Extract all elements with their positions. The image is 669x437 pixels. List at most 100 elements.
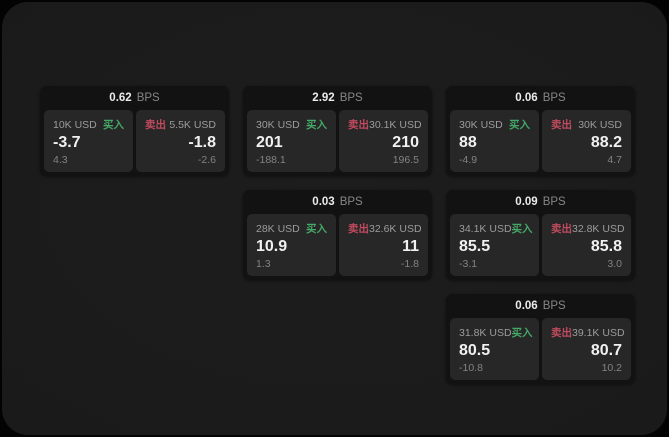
sell-panel[interactable]: 卖出 5.5K USD -1.8 -2.6 bbox=[136, 110, 225, 172]
quote-card[interactable]: 0.03 BPS 28K USD 买入 10.9 1.3 卖出 32.6K US… bbox=[243, 190, 432, 280]
buy-side-label: 买入 bbox=[103, 119, 124, 131]
sell-panel[interactable]: 卖出 32.8K USD 85.8 3.0 bbox=[542, 214, 631, 276]
sell-delta: 4.7 bbox=[607, 154, 622, 166]
bps-unit-label: BPS bbox=[542, 196, 566, 208]
buy-side-label: 买入 bbox=[511, 223, 533, 235]
quote-panels: 34.1K USD 买入 85.5 -3.1 卖出 32.8K USD 85.8… bbox=[446, 214, 635, 280]
buy-amount: 28K USD bbox=[256, 223, 300, 235]
buy-amount: 34.1K USD bbox=[459, 223, 512, 235]
bps-value: 2.92 bbox=[312, 92, 335, 104]
bps-value: 0.06 bbox=[515, 300, 538, 312]
sell-panel-header: 卖出 32.6K USD bbox=[348, 221, 422, 236]
buy-price: 88 bbox=[459, 134, 477, 151]
sell-price: 88.2 bbox=[590, 134, 622, 151]
buy-amount: 10K USD bbox=[53, 119, 97, 131]
card-header: 2.92 BPS bbox=[243, 86, 432, 110]
quote-card[interactable]: 0.62 BPS 10K USD 买入 -3.7 4.3 卖出 5.5K USD… bbox=[40, 86, 229, 176]
buy-side-label: 买入 bbox=[509, 119, 530, 131]
buy-panel-header: 10K USD 买入 bbox=[53, 117, 124, 132]
quote-card[interactable]: 0.06 BPS 31.8K USD 买入 80.5 -10.8 卖出 39.1… bbox=[446, 294, 635, 384]
sell-panel-header: 卖出 32.8K USD bbox=[551, 221, 625, 236]
buy-panel-header: 30K USD 买入 bbox=[459, 117, 530, 132]
sell-price: 80.7 bbox=[590, 342, 622, 359]
quote-card[interactable]: 2.92 BPS 30K USD 买入 201 -188.1 卖出 30.1K … bbox=[243, 86, 432, 176]
buy-panel[interactable]: 31.8K USD 买入 80.5 -10.8 bbox=[450, 318, 539, 380]
bps-value: 0.06 bbox=[515, 92, 538, 104]
sell-delta: -1.8 bbox=[400, 258, 419, 270]
card-header: 0.03 BPS bbox=[243, 190, 432, 214]
buy-amount: 30K USD bbox=[459, 119, 503, 131]
quote-card[interactable]: 0.09 BPS 34.1K USD 买入 85.5 -3.1 卖出 32.8K… bbox=[446, 190, 635, 280]
buy-panel[interactable]: 30K USD 买入 201 -188.1 bbox=[247, 110, 336, 172]
buy-side-label: 买入 bbox=[511, 327, 533, 339]
sell-amount: 32.6K USD bbox=[369, 223, 422, 235]
quote-panels: 31.8K USD 买入 80.5 -10.8 卖出 39.1K USD 80.… bbox=[446, 318, 635, 384]
buy-panel[interactable]: 28K USD 买入 10.9 1.3 bbox=[247, 214, 336, 276]
sell-price: -1.8 bbox=[188, 134, 216, 151]
sell-panel-header: 卖出 30K USD bbox=[551, 117, 622, 132]
quote-panels: 30K USD 买入 201 -188.1 卖出 30.1K USD 210 1… bbox=[243, 110, 432, 176]
buy-side-label: 买入 bbox=[306, 119, 327, 131]
sell-delta: 10.2 bbox=[601, 362, 622, 374]
sell-panel[interactable]: 卖出 30K USD 88.2 4.7 bbox=[542, 110, 631, 172]
bps-unit-label: BPS bbox=[339, 92, 363, 104]
sell-panel-header: 卖出 30.1K USD bbox=[348, 117, 422, 132]
buy-panel[interactable]: 30K USD 买入 88 -4.9 bbox=[450, 110, 539, 172]
bps-value: 0.62 bbox=[109, 92, 132, 104]
sell-panel-header: 卖出 5.5K USD bbox=[145, 117, 216, 132]
quotes-grid: 0.62 BPS 10K USD 买入 -3.7 4.3 卖出 5.5K USD… bbox=[40, 86, 635, 384]
buy-delta: -3.1 bbox=[459, 258, 478, 270]
card-header: 0.06 BPS bbox=[446, 86, 635, 110]
buy-delta: 4.3 bbox=[53, 154, 68, 166]
sell-price: 11 bbox=[402, 238, 419, 255]
bps-value: 0.09 bbox=[515, 196, 538, 208]
card-header: 0.06 BPS bbox=[446, 294, 635, 318]
sell-panel[interactable]: 卖出 39.1K USD 80.7 10.2 bbox=[542, 318, 631, 380]
quote-panels: 30K USD 买入 88 -4.9 卖出 30K USD 88.2 4.7 bbox=[446, 110, 635, 176]
sell-side-label: 卖出 bbox=[551, 223, 572, 235]
sell-panel[interactable]: 卖出 30.1K USD 210 196.5 bbox=[339, 110, 428, 172]
sell-panel-header: 卖出 39.1K USD bbox=[551, 325, 625, 340]
bps-value: 0.03 bbox=[312, 196, 335, 208]
sell-amount: 5.5K USD bbox=[169, 119, 216, 131]
bps-unit-label: BPS bbox=[136, 92, 160, 104]
buy-delta: 1.3 bbox=[256, 258, 271, 270]
sell-amount: 30.1K USD bbox=[369, 119, 422, 131]
buy-delta: -10.8 bbox=[459, 362, 483, 374]
buy-price: 80.5 bbox=[459, 342, 491, 359]
sell-amount: 30K USD bbox=[578, 119, 622, 131]
sell-delta: 3.0 bbox=[607, 258, 622, 270]
bps-unit-label: BPS bbox=[339, 196, 363, 208]
buy-price: 85.5 bbox=[459, 238, 491, 255]
sell-side-label: 卖出 bbox=[145, 119, 166, 131]
buy-side-label: 买入 bbox=[306, 223, 327, 235]
buy-panel[interactable]: 34.1K USD 买入 85.5 -3.1 bbox=[450, 214, 539, 276]
card-header: 0.09 BPS bbox=[446, 190, 635, 214]
sell-delta: 196.5 bbox=[392, 154, 419, 166]
buy-amount: 30K USD bbox=[256, 119, 300, 131]
quote-panels: 28K USD 买入 10.9 1.3 卖出 32.6K USD 11 -1.8 bbox=[243, 214, 432, 280]
buy-panel-header: 31.8K USD 买入 bbox=[459, 325, 533, 340]
quote-panels: 10K USD 买入 -3.7 4.3 卖出 5.5K USD -1.8 -2.… bbox=[40, 110, 229, 176]
sell-amount: 32.8K USD bbox=[572, 223, 625, 235]
buy-panel[interactable]: 10K USD 买入 -3.7 4.3 bbox=[44, 110, 133, 172]
sell-panel[interactable]: 卖出 32.6K USD 11 -1.8 bbox=[339, 214, 428, 276]
buy-price: -3.7 bbox=[53, 134, 81, 151]
buy-delta: -4.9 bbox=[459, 154, 478, 166]
buy-price: 201 bbox=[256, 134, 283, 151]
sell-price: 85.8 bbox=[590, 238, 622, 255]
quote-card[interactable]: 0.06 BPS 30K USD 买入 88 -4.9 卖出 30K USD 8… bbox=[446, 86, 635, 176]
buy-delta: -188.1 bbox=[256, 154, 286, 166]
sell-side-label: 卖出 bbox=[551, 327, 572, 339]
buy-panel-header: 34.1K USD 买入 bbox=[459, 221, 533, 236]
buy-amount: 31.8K USD bbox=[459, 327, 512, 339]
card-header: 0.62 BPS bbox=[40, 86, 229, 110]
bps-unit-label: BPS bbox=[542, 92, 566, 104]
buy-panel-header: 30K USD 买入 bbox=[256, 117, 327, 132]
bps-unit-label: BPS bbox=[542, 300, 566, 312]
sell-side-label: 卖出 bbox=[348, 119, 369, 131]
sell-side-label: 卖出 bbox=[348, 223, 369, 235]
sell-amount: 39.1K USD bbox=[572, 327, 625, 339]
sell-side-label: 卖出 bbox=[551, 119, 572, 131]
